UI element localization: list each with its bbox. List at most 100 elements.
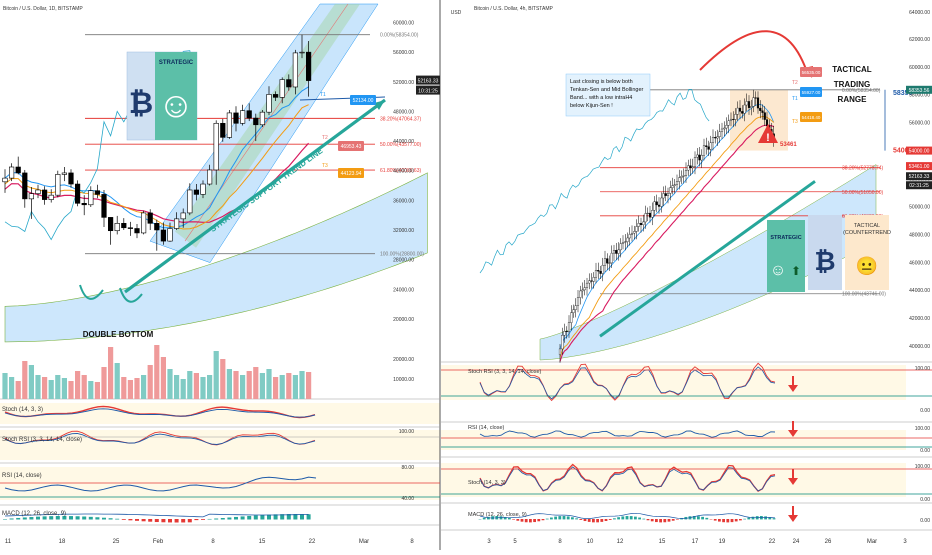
strategic-label: STRATEGIC xyxy=(159,60,194,66)
candle-body xyxy=(631,233,633,234)
fib-level-label: 50.00%(51050.00) xyxy=(842,190,883,196)
macd-histogram-bar xyxy=(102,518,106,520)
candle-body xyxy=(613,250,615,253)
macd-histogram-bar xyxy=(155,519,159,522)
price-axis-tick: 40000.00 xyxy=(909,344,930,350)
price-axis-tick: 60000.00 xyxy=(909,65,930,71)
candle-body xyxy=(593,277,595,281)
volume-bar xyxy=(2,373,7,399)
volume-bar xyxy=(266,369,271,399)
macd-histogram-bar xyxy=(592,519,595,522)
candle-body xyxy=(168,228,173,241)
volume-bar xyxy=(101,367,106,399)
macd-histogram-bar xyxy=(554,517,557,520)
macd-histogram-bar xyxy=(483,518,486,520)
indicator-name-label: Stoch RSI (3, 3, 14, 14, close) xyxy=(2,437,82,443)
candle-body xyxy=(188,190,193,213)
candle-body xyxy=(293,53,298,87)
macd-histogram-bar xyxy=(142,519,146,521)
volume-bar xyxy=(207,375,212,399)
candle-body xyxy=(678,178,680,182)
macd-histogram-bar xyxy=(512,519,515,520)
candle-body xyxy=(669,188,671,194)
candle-body xyxy=(29,194,34,199)
macd-histogram-bar xyxy=(135,519,139,521)
volume-bar xyxy=(128,380,133,399)
candle-body xyxy=(570,313,572,323)
macd-histogram-bar xyxy=(3,519,7,520)
target-tag-value: 44123.94 xyxy=(341,171,362,177)
candle-body xyxy=(667,193,669,195)
volume-bar xyxy=(293,375,298,399)
candle-body xyxy=(108,217,113,230)
price-axis-tick: 24000.00 xyxy=(393,287,414,293)
macd-histogram-bar xyxy=(241,516,245,519)
candle-body xyxy=(584,288,586,290)
volume-bar xyxy=(22,361,27,399)
target-tag-value: 55927.00 xyxy=(802,90,821,95)
volume-bar xyxy=(115,363,120,399)
volume-bar xyxy=(233,371,238,399)
candle-body xyxy=(273,94,278,97)
candle-body xyxy=(62,173,67,174)
macd-histogram-bar xyxy=(115,519,119,520)
volume-bar xyxy=(306,372,311,399)
indicator-name-label: Stoch RSI (3, 3, 14, 14, close) xyxy=(468,369,542,375)
tactical-range-label: RANGE xyxy=(838,95,868,104)
candle-body xyxy=(690,166,692,168)
note-text: Tenkan-Sen and Mid Bollinger xyxy=(570,87,644,93)
countdown-value: 10:31:25 xyxy=(418,89,438,95)
target-t3-label: T3 xyxy=(322,163,328,169)
price-axis-tick: 44000.00 xyxy=(909,288,930,294)
candle-body xyxy=(82,203,87,204)
indicator-name-label: Stoch (14, 3, 3) xyxy=(468,480,506,486)
macd-histogram-bar xyxy=(563,516,566,519)
volume-bar xyxy=(299,371,304,399)
volume-bar xyxy=(174,375,179,399)
candle-body xyxy=(732,119,734,120)
macd-histogram-bar xyxy=(584,519,587,521)
indicator-axis-tick: 100.00 xyxy=(399,429,415,435)
target-tag-value: 52134.00 xyxy=(353,98,374,104)
volume-bar xyxy=(253,367,258,399)
candle-body xyxy=(75,184,80,203)
bitcoin-icon: ₿ xyxy=(814,246,835,276)
candle-body xyxy=(645,213,647,221)
candle-body xyxy=(663,193,665,198)
indicator-zone xyxy=(0,430,440,460)
candle-body xyxy=(287,80,292,87)
macd-histogram-bar xyxy=(194,519,198,520)
tactical-range-label: TRADING xyxy=(834,80,870,89)
candle-body xyxy=(564,331,566,335)
candle-body xyxy=(595,270,597,277)
target-t1-label: T1 xyxy=(792,96,798,102)
candle-body xyxy=(703,146,705,156)
candle-body xyxy=(620,244,622,250)
macd-histogram-bar xyxy=(626,516,629,519)
macd-histogram-bar xyxy=(188,519,192,522)
candle-body xyxy=(741,111,743,113)
macd-histogram-bar xyxy=(516,519,519,521)
candle-body xyxy=(687,166,689,171)
macd-histogram-bar xyxy=(621,516,624,519)
candle-body xyxy=(685,170,687,175)
candle-body xyxy=(161,230,166,241)
target-tag-value: 46953.43 xyxy=(341,144,362,150)
macd-histogram-bar xyxy=(613,518,616,519)
candle-body xyxy=(665,193,667,195)
candle-body xyxy=(56,174,61,195)
macd-histogram-bar xyxy=(36,517,40,520)
candle-body xyxy=(95,191,100,195)
candle-body xyxy=(692,167,694,168)
volume-bar xyxy=(240,375,245,399)
candle-body xyxy=(710,143,712,150)
candle-body xyxy=(194,190,199,194)
candle-body xyxy=(597,270,599,271)
current-price-value: 52163.33 xyxy=(909,174,930,180)
candle-body xyxy=(102,194,107,217)
macd-histogram-bar xyxy=(600,519,603,522)
volume-bar xyxy=(62,378,67,399)
price-axis-tick: 32000.00 xyxy=(393,228,414,234)
